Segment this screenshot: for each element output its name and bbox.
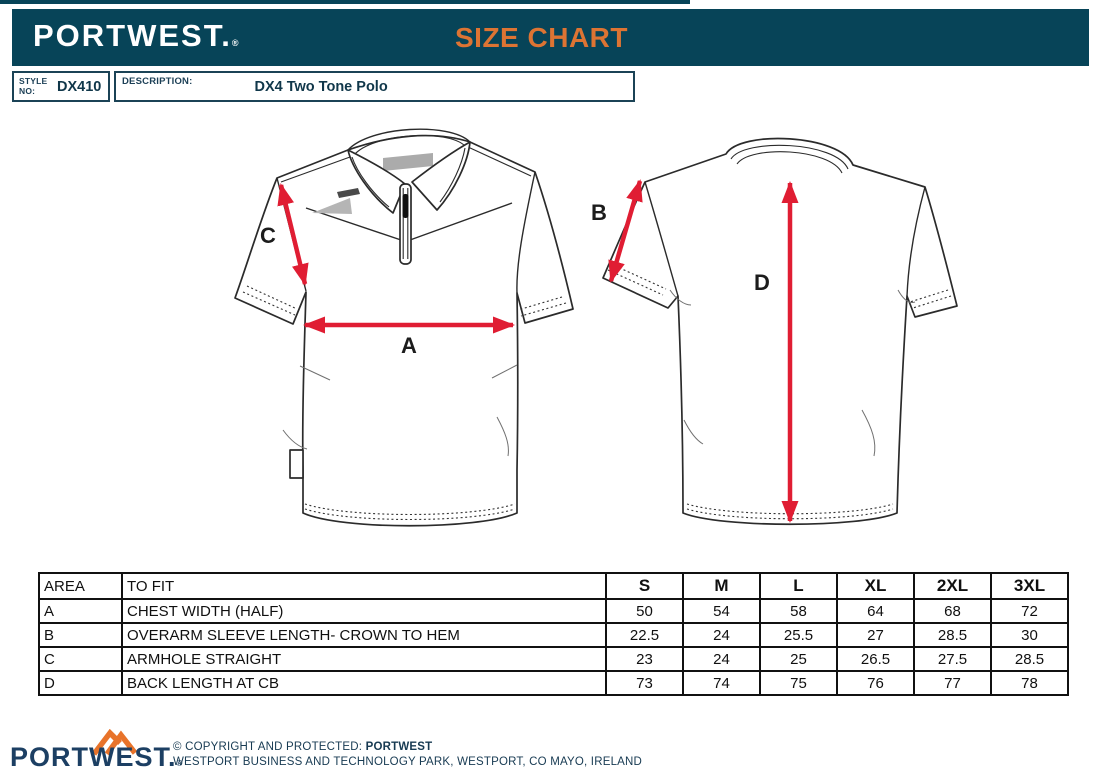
size-table: AREA TO FIT S M L XL 2XL 3XL A CHEST WID… xyxy=(38,572,1069,696)
top-edge-strip xyxy=(0,0,690,4)
value-cell: 64 xyxy=(836,598,915,624)
garment-diagram: C A B D xyxy=(234,128,958,527)
dim-label-c: C xyxy=(260,223,276,248)
description-box: DESCRIPTION: DX4 Two Tone Polo xyxy=(114,71,635,102)
description-value: DX4 Two Tone Polo xyxy=(254,78,388,95)
col-header-2xl: 2XL xyxy=(913,572,992,600)
col-header-xl: XL xyxy=(836,572,915,600)
polo-back-view xyxy=(602,137,958,526)
col-header-l: L xyxy=(759,572,838,600)
to-fit-cell: CHEST WIDTH (HALF) xyxy=(121,598,607,624)
area-cell: A xyxy=(38,598,123,624)
value-cell: 73 xyxy=(605,670,684,696)
chest-print-mark xyxy=(337,188,360,198)
col-header-to-fit: TO FIT xyxy=(121,572,607,600)
value-cell: 28.5 xyxy=(913,622,992,648)
size-table-header-row: AREA TO FIT S M L XL 2XL 3XL xyxy=(38,572,1069,600)
footer-registered-mark-icon: ® xyxy=(176,759,183,768)
page-title: SIZE CHART xyxy=(455,22,628,53)
zip-pull xyxy=(402,194,409,218)
registered-mark-icon: ® xyxy=(231,38,239,48)
col-header-s: S xyxy=(605,572,684,600)
value-cell: 50 xyxy=(605,598,684,624)
to-fit-cell: BACK LENGTH AT CB xyxy=(121,670,607,696)
polo-front-view xyxy=(234,128,574,527)
value-cell: 27.5 xyxy=(913,646,992,672)
to-fit-cell: ARMHOLE STRAIGHT xyxy=(121,646,607,672)
copyright-brand: PORTWEST xyxy=(365,741,433,753)
value-cell: 24 xyxy=(682,622,761,648)
col-header-m: M xyxy=(682,572,761,600)
table-row: C ARMHOLE STRAIGHT 23 24 25 26.5 27.5 28… xyxy=(38,646,1069,672)
style-no-label: STYLE NO: xyxy=(19,76,48,96)
dim-label-a: A xyxy=(401,333,417,358)
footer-portwest-logo: PORTWEST.® xyxy=(10,742,182,773)
area-cell: C xyxy=(38,646,123,672)
table-row: D BACK LENGTH AT CB 73 74 75 76 77 78 xyxy=(38,670,1069,696)
value-cell: 22.5 xyxy=(605,622,684,648)
area-cell: D xyxy=(38,670,123,696)
value-cell: 78 xyxy=(990,670,1069,696)
chest-print-swoosh xyxy=(312,198,352,214)
value-cell: 72 xyxy=(990,598,1069,624)
portwest-logo: PORTWEST.® xyxy=(33,18,238,54)
measure-arrow-c xyxy=(277,183,309,286)
value-cell: 58 xyxy=(759,598,838,624)
value-cell: 54 xyxy=(682,598,761,624)
value-cell: 30 xyxy=(990,622,1069,648)
style-no-box: STYLE NO: DX410 xyxy=(12,71,110,102)
copyright-line: © COPYRIGHT AND PROTECTED: PORTWEST xyxy=(173,740,642,755)
to-fit-cell: OVERARM SLEEVE LENGTH- CROWN TO HEM xyxy=(121,622,607,648)
description-label: DESCRIPTION: xyxy=(122,76,193,87)
portwest-chevron-icon xyxy=(91,729,138,756)
value-cell: 25 xyxy=(759,646,838,672)
table-row: A CHEST WIDTH (HALF) 50 54 58 64 68 72 xyxy=(38,598,1069,624)
value-cell: 27 xyxy=(836,622,915,648)
value-cell: 25.5 xyxy=(759,622,838,648)
dim-label-b: B xyxy=(591,200,607,225)
address-line: WESTPORT BUSINESS AND TECHNOLOGY PARK, W… xyxy=(173,756,643,768)
value-cell: 28.5 xyxy=(990,646,1069,672)
footer-logo-text: PORTWEST. xyxy=(10,742,177,772)
style-no-value: DX410 xyxy=(57,78,102,95)
value-cell: 75 xyxy=(759,670,838,696)
value-cell: 24 xyxy=(682,646,761,672)
footer-text-block: © COPYRIGHT AND PROTECTED: PORTWEST WEST… xyxy=(173,740,642,770)
measure-arrow-b xyxy=(608,179,643,283)
area-cell: B xyxy=(38,622,123,648)
copyright-prefix: © COPYRIGHT AND PROTECTED: xyxy=(173,741,366,753)
table-row: B OVERARM SLEEVE LENGTH- CROWN TO HEM 22… xyxy=(38,622,1069,648)
col-header-3xl: 3XL xyxy=(990,572,1069,600)
collar-inner-band xyxy=(383,153,433,171)
header-bar: PORTWEST.® SIZE CHART xyxy=(12,9,1089,66)
value-cell: 68 xyxy=(913,598,992,624)
value-cell: 74 xyxy=(682,670,761,696)
value-cell: 23 xyxy=(605,646,684,672)
side-label-tag xyxy=(289,449,304,479)
value-cell: 77 xyxy=(913,670,992,696)
portwest-logo-text: PORTWEST. xyxy=(33,18,232,53)
dim-label-d: D xyxy=(754,270,770,295)
value-cell: 76 xyxy=(836,670,915,696)
measurement-arrows: C A B D xyxy=(260,179,799,523)
col-header-area: AREA xyxy=(38,572,123,600)
value-cell: 26.5 xyxy=(836,646,915,672)
